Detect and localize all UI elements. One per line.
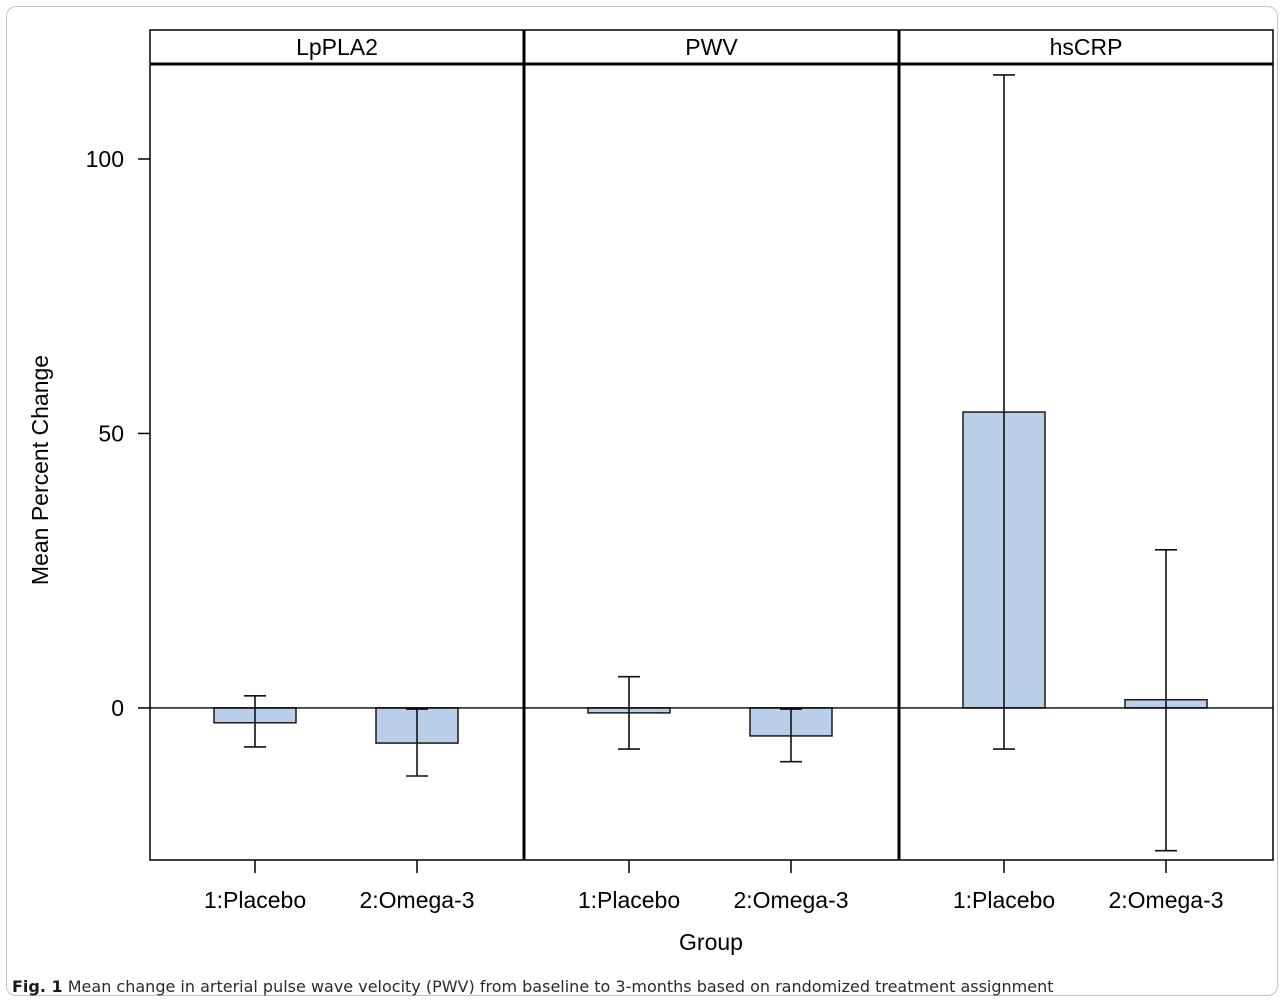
x-axis-label: Group	[679, 929, 743, 955]
panel-header-pwv: PWV	[685, 34, 738, 60]
panel-header-lppla2: LpPLA2	[296, 34, 378, 60]
y-axis: 0 50 100	[86, 146, 150, 721]
panel-header-hscrp: hsCRP	[1050, 34, 1123, 60]
x-tick-label: 1:Placebo	[578, 887, 680, 913]
panel-hscrp: hsCRP 1:Placebo 2:Omega-3	[899, 34, 1273, 913]
y-tick-label: 0	[111, 695, 124, 721]
panel-lppla2: LpPLA2 1:Placebo 2:Omega-3	[150, 34, 524, 913]
y-tick-label: 100	[86, 146, 124, 172]
x-tick-label: 2:Omega-3	[359, 887, 474, 913]
figure-frame	[6, 6, 1278, 996]
y-tick-label: 50	[98, 420, 124, 446]
caption-text: Mean change in arterial pulse wave veloc…	[67, 977, 1054, 996]
x-tick-label: 1:Placebo	[953, 887, 1055, 913]
x-tick-label: 1:Placebo	[204, 887, 306, 913]
figure-caption: Fig. 1 Mean change in arterial pulse wav…	[12, 976, 1054, 998]
faceted-bar-chart: 0 50 100 LpPLA2 1:Placebo 2:Omega-3 PWV 1:Place…	[27, 29, 1274, 955]
panel-frame	[149, 29, 1274, 861]
x-tick-label: 2:Omega-3	[1108, 887, 1223, 913]
panel-pwv: PWV 1:Placebo 2:Omega-3	[524, 34, 899, 913]
x-tick-label: 2:Omega-3	[733, 887, 848, 913]
chart-content: 0 50 100 LpPLA2 1:Placebo 2:Omega-3 PWV 1:Place…	[86, 34, 1273, 913]
caption-label: Fig. 1	[12, 977, 63, 996]
plot-border	[149, 29, 1274, 861]
y-axis-label: Mean Percent Change	[27, 355, 53, 585]
